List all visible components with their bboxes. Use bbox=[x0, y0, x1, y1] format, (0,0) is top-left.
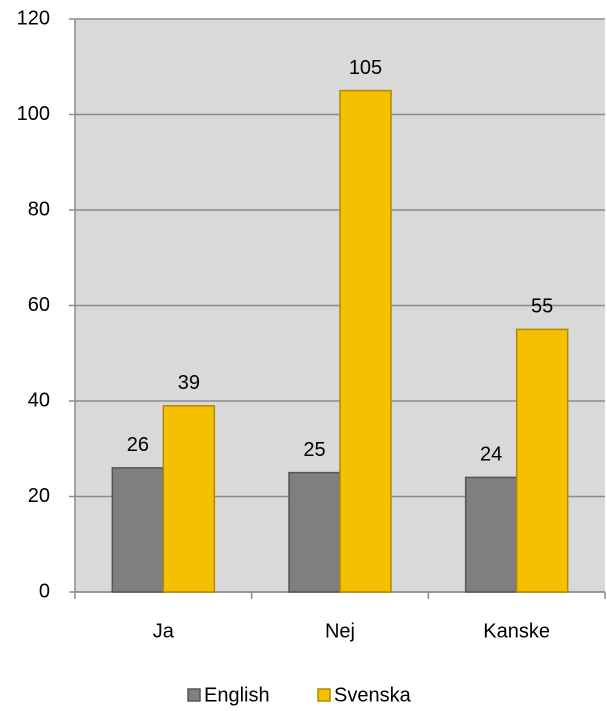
bar bbox=[464, 476, 518, 593]
y-tick-label: 80 bbox=[28, 198, 50, 220]
bar bbox=[111, 467, 165, 593]
data-label: 39 bbox=[178, 372, 200, 394]
bar bbox=[162, 405, 216, 593]
y-tick-label: 0 bbox=[39, 580, 50, 602]
data-label: 24 bbox=[480, 444, 502, 466]
legend-label: Svenska bbox=[334, 684, 412, 706]
y-tick-label: 120 bbox=[17, 7, 50, 29]
y-tick-label: 60 bbox=[28, 294, 50, 316]
y-tick-label: 100 bbox=[17, 103, 50, 125]
bar bbox=[339, 89, 392, 593]
data-label: 105 bbox=[349, 57, 382, 79]
x-tick-label: Kanske bbox=[483, 620, 550, 642]
bar bbox=[288, 471, 341, 593]
data-label: 55 bbox=[531, 296, 553, 318]
y-tick-label: 40 bbox=[28, 389, 50, 411]
legend-swatch bbox=[187, 688, 201, 702]
legend-swatch bbox=[317, 688, 331, 702]
x-tick-label: Ja bbox=[153, 620, 175, 642]
data-label: 26 bbox=[127, 434, 149, 456]
x-tick-label: Nej bbox=[325, 620, 355, 642]
bar bbox=[515, 328, 569, 593]
legend-label: English bbox=[204, 684, 270, 706]
y-tick-label: 20 bbox=[28, 485, 50, 507]
data-label: 25 bbox=[303, 439, 325, 461]
